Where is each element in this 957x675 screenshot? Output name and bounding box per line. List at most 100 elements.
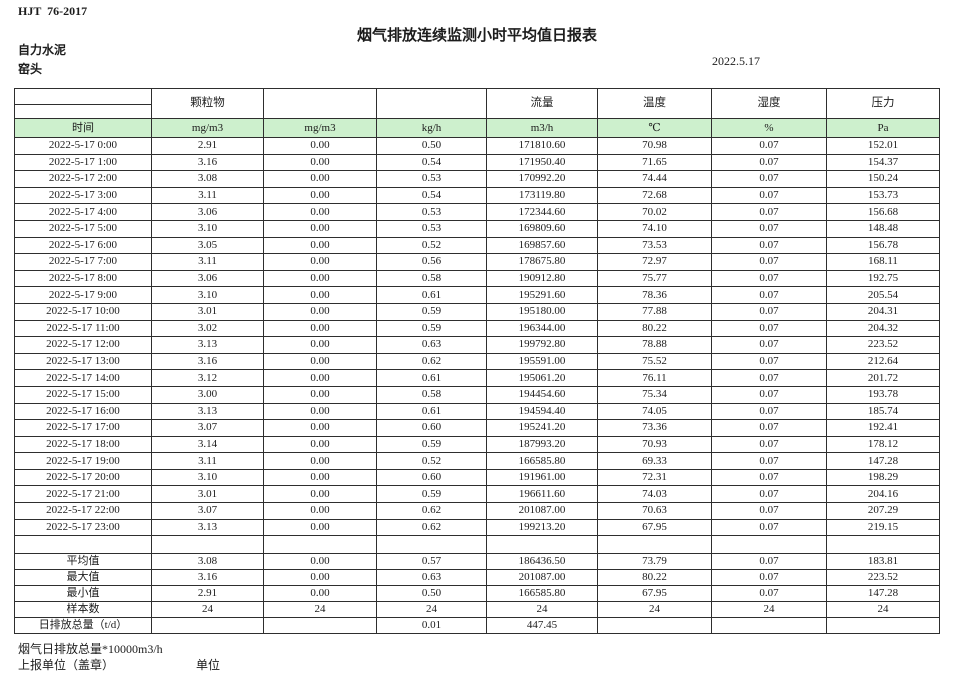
row-label-cell: 2022-5-17 0:00 <box>14 137 152 155</box>
value-cell: 0.07 <box>711 502 827 520</box>
value-cell: 192.75 <box>826 269 940 288</box>
value-cell <box>826 535 940 554</box>
row-label-cell: 2022-5-17 3:00 <box>14 186 152 205</box>
unit-cell: Pa <box>826 118 940 138</box>
value-cell: 0.00 <box>263 137 377 155</box>
hour-row: 2022-5-17 22:00 3.07 0.00 0.62 201087.00 70.6… <box>14 502 940 520</box>
hour-row: 2022-5-17 18:00 3.14 0.00 0.59 187993.20 70.9… <box>14 435 940 454</box>
hour-row: 2022-5-17 4:00 3.06 0.00 0.53 172344.60 70.02… <box>14 203 940 221</box>
value-cell: 0.00 <box>263 186 377 205</box>
value-cell: 0.07 <box>711 369 827 387</box>
value-cell: 3.00 <box>151 385 264 404</box>
value-cell: 0.62 <box>376 502 487 520</box>
hour-row: 2022-5-17 12:00 3.13 0.00 0.63 199792.80 78.8… <box>14 336 940 354</box>
value-cell: 0.54 <box>376 186 487 205</box>
value-cell: 0.07 <box>711 219 827 238</box>
value-cell: 67.95 <box>597 584 712 602</box>
value-cell: 183.81 <box>826 552 940 570</box>
summary-row: 样本数 24 24 24 24 24 24 24 <box>14 600 940 618</box>
value-cell: 0.59 <box>376 485 487 504</box>
value-cell: 0.07 <box>711 485 827 504</box>
row-label-cell: 2022-5-17 1:00 <box>14 153 152 172</box>
value-cell: 70.63 <box>597 502 712 520</box>
value-cell: 0.00 <box>263 319 377 338</box>
value-cell: 0.07 <box>711 518 827 537</box>
value-cell: 186436.50 <box>486 552 598 570</box>
row-label-cell: 2022-5-17 2:00 <box>14 170 152 188</box>
value-cell: 168.11 <box>826 253 940 271</box>
value-cell: 75.34 <box>597 385 712 404</box>
value-cell: 0.53 <box>376 219 487 238</box>
value-cell: 0.59 <box>376 302 487 321</box>
row-label-cell: 2022-5-17 19:00 <box>14 452 152 470</box>
unit-cell: m3/h <box>486 118 598 138</box>
row-label-cell: 2022-5-17 20:00 <box>14 468 152 487</box>
value-cell: 3.13 <box>151 336 264 354</box>
value-cell: 192.41 <box>826 419 940 437</box>
value-cell: 75.77 <box>597 269 712 288</box>
value-cell: 0.50 <box>376 584 487 602</box>
corner-cell-top <box>14 88 152 105</box>
value-cell: 0.00 <box>263 203 377 221</box>
unit-cell: mg/m3 <box>151 118 264 138</box>
value-cell: 3.06 <box>151 269 264 288</box>
corner-cell-bottom <box>14 104 152 119</box>
row-label-cell: 2022-5-17 5:00 <box>14 219 152 238</box>
value-cell: 67.95 <box>597 518 712 537</box>
summary-row: 最大值 3.16 0.00 0.63 201087.00 80.22 0.07 223.52 <box>14 568 940 586</box>
hour-row: 2022-5-17 5:00 3.10 0.00 0.53 169809.60 74.10… <box>14 219 940 238</box>
value-cell <box>826 616 940 634</box>
value-cell: 3.02 <box>151 319 264 338</box>
group-header-temperature: 温度 <box>597 88 712 119</box>
hour-row: 2022-5-17 21:00 3.01 0.00 0.59 196611.60 74.0… <box>14 485 940 504</box>
row-label-cell: 2022-5-17 17:00 <box>14 419 152 437</box>
value-cell: 154.37 <box>826 153 940 172</box>
value-cell: 72.31 <box>597 468 712 487</box>
value-cell: 0.58 <box>376 385 487 404</box>
hour-row: 2022-5-17 9:00 3.10 0.00 0.61 195291.60 78.36… <box>14 286 940 304</box>
value-cell: 0.00 <box>263 336 377 354</box>
value-cell: 0.07 <box>711 319 827 338</box>
row-label-cell: 最小值 <box>14 584 152 602</box>
value-cell: 3.14 <box>151 435 264 454</box>
row-label-cell: 2022-5-17 22:00 <box>14 502 152 520</box>
value-cell: 196611.60 <box>486 485 598 504</box>
value-cell <box>597 535 712 554</box>
value-cell: 447.45 <box>486 616 598 634</box>
company-name: 自力水泥 <box>18 43 67 57</box>
row-label-cell: 2022-5-17 16:00 <box>14 402 152 421</box>
value-cell: 78.36 <box>597 286 712 304</box>
value-cell: 0.00 <box>263 552 377 570</box>
value-cell: 3.08 <box>151 170 264 188</box>
value-cell: 195061.20 <box>486 369 598 387</box>
unit-label: 单位 <box>196 658 221 672</box>
value-cell: 0.00 <box>263 502 377 520</box>
value-cell: 201.72 <box>826 369 940 387</box>
value-cell: 0.63 <box>376 336 487 354</box>
value-cell <box>597 616 712 634</box>
value-cell: 74.03 <box>597 485 712 504</box>
value-cell: 74.05 <box>597 402 712 421</box>
hour-row: 2022-5-17 11:00 3.02 0.00 0.59 196344.00 80.2… <box>14 319 940 338</box>
hour-row: 2022-5-17 13:00 3.16 0.00 0.62 195591.00 75.5… <box>14 352 940 371</box>
value-cell: 24 <box>597 600 712 618</box>
hour-row: 2022-5-17 16:00 3.13 0.00 0.61 194594.40 74.0… <box>14 402 940 421</box>
value-cell: 0.53 <box>376 170 487 188</box>
value-cell: 2.91 <box>151 137 264 155</box>
value-cell: 3.10 <box>151 286 264 304</box>
value-cell: 3.05 <box>151 236 264 255</box>
row-label-cell: 2022-5-17 21:00 <box>14 485 152 504</box>
value-cell: 71.65 <box>597 153 712 172</box>
value-cell: 150.24 <box>826 170 940 188</box>
row-label-cell: 2022-5-17 11:00 <box>14 319 152 338</box>
value-cell: 0.00 <box>263 253 377 271</box>
value-cell: 3.01 <box>151 485 264 504</box>
value-cell: 78.88 <box>597 336 712 354</box>
value-cell: 198.29 <box>826 468 940 487</box>
value-cell: 3.01 <box>151 302 264 321</box>
value-cell: 204.32 <box>826 319 940 338</box>
value-cell: 72.97 <box>597 253 712 271</box>
value-cell: 73.36 <box>597 419 712 437</box>
value-cell <box>711 535 827 554</box>
value-cell: 3.07 <box>151 419 264 437</box>
